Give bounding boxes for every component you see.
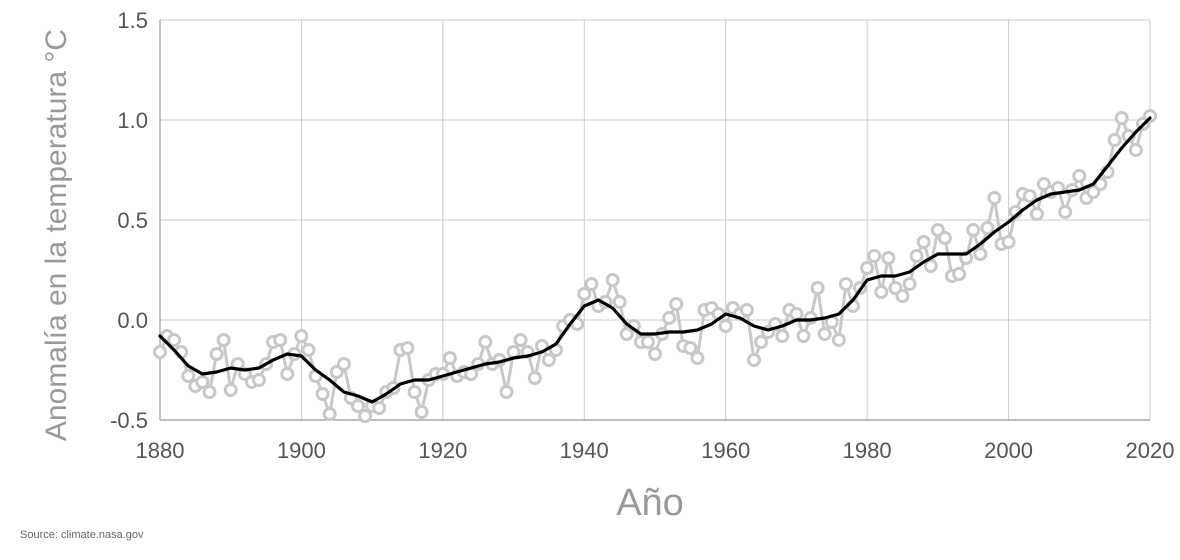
annual-point (358, 409, 373, 423)
annual-point (987, 191, 1002, 205)
annual-point (541, 353, 556, 367)
annual-point (718, 319, 733, 333)
annual-point (315, 387, 330, 401)
annual-point (1128, 143, 1143, 157)
annual-point (1058, 205, 1073, 219)
annual-point (322, 407, 337, 421)
annual-point (336, 357, 351, 371)
x-axis-title: Año (616, 482, 684, 524)
annual-point (195, 375, 210, 389)
annual-point (973, 247, 988, 261)
y-tick-label: 0.0 (117, 308, 148, 333)
annual-point (414, 405, 429, 419)
annual-point (252, 373, 266, 387)
annual-point (372, 401, 387, 415)
annual-point (754, 335, 769, 349)
tick-labels: 1880 1900 1920 1940 1960 1980 2000 2020 -0.5 0.0 0… (110, 8, 1174, 463)
y-tick-label: 0.5 (117, 208, 148, 233)
x-tick-label: 1960 (701, 438, 750, 463)
annual-point (895, 289, 910, 303)
x-tick-label: 2020 (1126, 438, 1175, 463)
x-tick-label: 1900 (277, 438, 326, 463)
annual-point (612, 295, 627, 309)
annual-point (478, 335, 493, 349)
annual-point (881, 251, 896, 265)
annual-point (966, 223, 981, 237)
annual-point (980, 221, 995, 235)
annual-point (937, 231, 952, 245)
annual-point (739, 303, 754, 317)
annual-point (407, 385, 422, 399)
annual-point (683, 341, 698, 355)
annual-point (499, 385, 514, 399)
annual-point (916, 235, 931, 249)
y-tick-label: -0.5 (110, 408, 148, 433)
annual-point (662, 311, 677, 325)
annual-point (181, 369, 196, 383)
annual-point (167, 333, 182, 347)
annual-point (577, 287, 592, 301)
annual-point (1022, 189, 1037, 203)
x-tick-label: 1920 (418, 438, 467, 463)
annual-point (273, 333, 288, 347)
x-tick-label: 1940 (560, 438, 609, 463)
annual-point (747, 353, 761, 367)
annual-point (789, 307, 804, 321)
annual-point (280, 367, 295, 381)
annual-point (860, 261, 875, 275)
annual-point (690, 351, 705, 365)
annual-point (775, 329, 790, 343)
annual-point (513, 333, 528, 347)
annual-point (216, 333, 231, 347)
annual-point (605, 273, 620, 287)
x-tick-label: 1980 (843, 438, 892, 463)
grid (159, 19, 1151, 421)
smoothed-line (158, 116, 1152, 404)
annual-point (640, 335, 655, 349)
annual-point (669, 297, 684, 311)
annual-point (442, 351, 457, 365)
annual-point (874, 285, 889, 299)
annual-point (223, 383, 238, 397)
annual-point (301, 343, 316, 357)
y-tick-label: 1.0 (117, 108, 148, 133)
annual-point (1001, 235, 1016, 249)
y-tick-label: 1.5 (117, 8, 148, 33)
x-tick-label: 2000 (984, 438, 1033, 463)
annual-point (202, 385, 217, 399)
annual-point (209, 347, 224, 361)
annual-point (867, 249, 882, 263)
annual-point (648, 347, 662, 361)
annual-point (838, 277, 853, 291)
annual-point (400, 341, 415, 355)
annual-point (294, 329, 309, 343)
annual-point (1072, 169, 1087, 183)
annual-point (831, 333, 846, 347)
y-axis-title: Anomalía en la temperatura °C (40, 29, 73, 441)
annual-point (796, 329, 811, 343)
annual-point (1114, 111, 1129, 125)
annual-point (817, 327, 832, 341)
annual-point (1029, 207, 1044, 221)
annual-point (952, 267, 967, 281)
annual-point (909, 249, 924, 263)
annual-point (153, 345, 167, 359)
annual-point (1107, 133, 1122, 147)
annual-point (810, 281, 825, 295)
annual-point (584, 277, 599, 291)
annual-point (902, 277, 917, 291)
x-tick-label: 1880 (136, 438, 185, 463)
source-note: Source: climate.nasa.gov (20, 529, 144, 541)
annual-point (923, 259, 938, 273)
smoothed-series (158, 116, 1152, 404)
annual-point (351, 399, 365, 413)
annual-point (527, 371, 542, 385)
